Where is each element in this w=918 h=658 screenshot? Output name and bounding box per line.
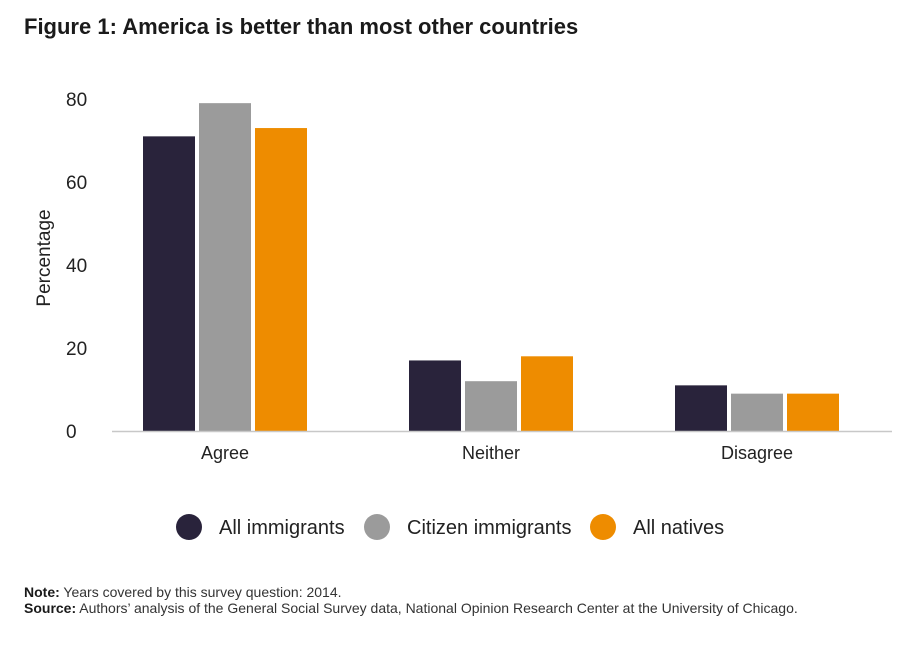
legend-label: All natives	[633, 517, 724, 539]
y-axis-label: Percentage	[34, 209, 55, 306]
y-tick-label: 60	[66, 173, 87, 194]
y-tick-label: 0	[66, 422, 77, 443]
bar-chart: 0 20 40 60 80 Percentage Agree Neither Disagree A…	[34, 90, 892, 540]
bar-all-natives-disagree	[787, 393, 839, 431]
chart-notes: Note: Years covered by this survey quest…	[24, 584, 884, 616]
chart-title: Figure 1: America is better than most ot…	[24, 14, 579, 39]
bar-citizen-immigrants-agree	[199, 103, 251, 432]
legend-marker	[364, 514, 390, 540]
note-text: Years covered by this survey question: 2…	[59, 584, 342, 600]
note-line: Note: Years covered by this survey quest…	[24, 584, 884, 600]
bar-citizen-immigrants-neither	[465, 381, 517, 431]
bar-citizen-immigrants-disagree	[731, 393, 783, 431]
x-category-label: Agree	[201, 443, 249, 463]
bar-all-natives-neither	[521, 356, 573, 431]
y-tick-label: 40	[66, 256, 87, 277]
legend-label: Citizen immigrants	[407, 517, 571, 539]
x-category-label: Disagree	[721, 443, 793, 463]
note-label: Note:	[24, 584, 60, 600]
legend-marker	[176, 514, 202, 540]
source-line: Source: Authors’ analysis of the General…	[24, 600, 884, 616]
bar-all-immigrants-disagree	[675, 385, 727, 431]
source-label: Source:	[24, 600, 77, 616]
y-tick-label: 20	[66, 339, 87, 360]
x-category-label: Neither	[462, 443, 520, 463]
bar-all-immigrants-agree	[143, 136, 195, 431]
legend-marker	[590, 514, 616, 540]
legend-label: All immigrants	[219, 517, 345, 539]
y-tick-label: 80	[66, 90, 87, 111]
bar-all-immigrants-neither	[409, 360, 461, 431]
source-text: Authors’ analysis of the General Social …	[76, 600, 798, 616]
bar-all-natives-agree	[255, 128, 307, 432]
